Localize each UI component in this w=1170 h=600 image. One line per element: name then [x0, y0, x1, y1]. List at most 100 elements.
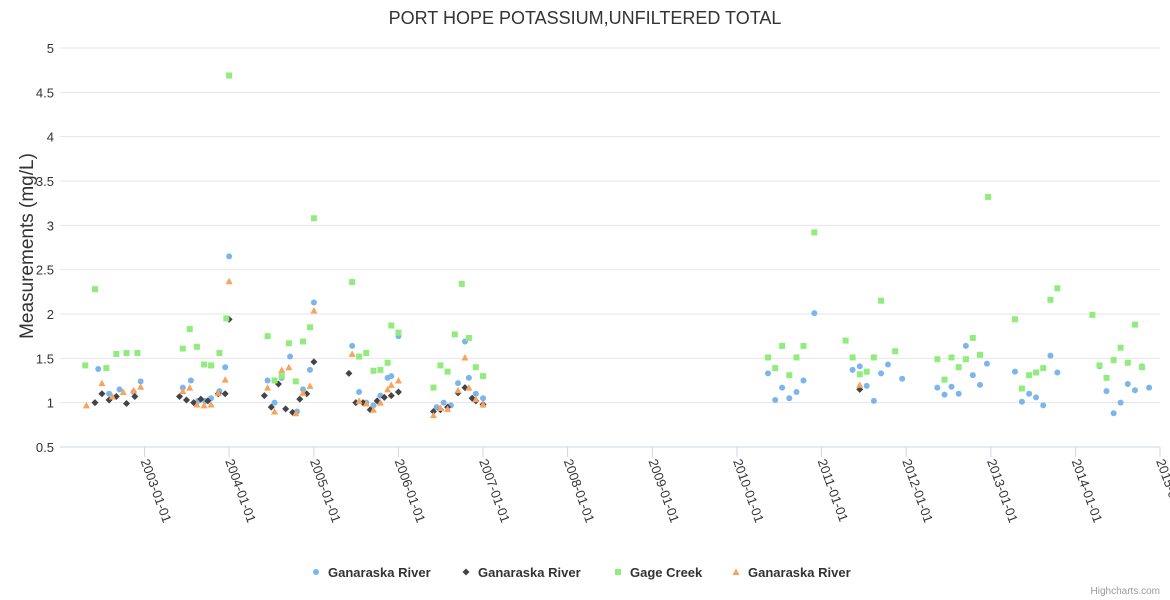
data-point[interactable] — [363, 350, 370, 357]
data-point[interactable] — [1033, 369, 1040, 376]
data-point[interactable] — [465, 384, 473, 391]
data-point[interactable] — [429, 411, 437, 419]
data-point[interactable] — [892, 348, 899, 355]
data-point[interactable] — [878, 297, 885, 304]
data-point[interactable] — [216, 350, 223, 357]
data-point[interactable] — [969, 372, 976, 379]
data-point[interactable] — [384, 359, 391, 366]
data-point[interactable] — [429, 408, 437, 416]
data-point[interactable] — [962, 342, 969, 349]
data-point[interactable] — [179, 387, 187, 395]
data-point[interactable] — [786, 372, 793, 379]
data-point[interactable] — [355, 397, 363, 404]
data-point[interactable] — [264, 384, 272, 391]
data-point[interactable] — [264, 333, 271, 340]
data-point[interactable] — [772, 397, 779, 404]
data-point[interactable] — [91, 286, 98, 293]
data-point[interactable] — [356, 389, 363, 396]
data-point[interactable] — [271, 408, 279, 415]
data-point[interactable] — [225, 277, 233, 285]
data-point[interactable] — [204, 397, 212, 405]
data-point[interactable] — [1047, 352, 1054, 359]
data-point[interactable] — [370, 402, 377, 409]
data-point[interactable] — [941, 391, 948, 398]
data-point[interactable] — [955, 364, 962, 371]
data-point[interactable] — [480, 395, 487, 402]
data-point[interactable] — [285, 340, 292, 347]
legend-symbol[interactable] — [732, 568, 740, 576]
data-point[interactable] — [786, 395, 793, 402]
data-point[interactable] — [976, 351, 983, 358]
data-point[interactable] — [103, 365, 110, 372]
data-point[interactable] — [811, 229, 818, 236]
data-point[interactable] — [856, 371, 863, 378]
data-point[interactable] — [182, 396, 190, 404]
data-point[interactable] — [226, 253, 233, 260]
data-point[interactable] — [1026, 372, 1033, 379]
data-point[interactable] — [299, 389, 307, 396]
data-point[interactable] — [444, 405, 452, 412]
data-point[interactable] — [1131, 387, 1138, 394]
data-point[interactable] — [1131, 321, 1138, 328]
data-point[interactable] — [1110, 410, 1117, 417]
data-point[interactable] — [221, 376, 229, 383]
data-point[interactable] — [388, 373, 395, 380]
data-point[interactable] — [137, 383, 145, 390]
data-point[interactable] — [98, 379, 106, 387]
legend-item-1[interactable]: Ganaraska River — [313, 565, 431, 580]
data-point[interactable] — [310, 358, 318, 366]
data-point[interactable] — [123, 350, 130, 357]
legend-symbol[interactable] — [615, 569, 621, 575]
data-point[interactable] — [948, 383, 955, 390]
data-point[interactable] — [310, 299, 317, 306]
legend-item-2[interactable]: Ganaraska River — [462, 565, 581, 580]
data-point[interactable] — [377, 366, 384, 373]
data-point[interactable] — [122, 400, 130, 408]
data-point[interactable] — [395, 329, 402, 336]
data-point[interactable] — [306, 324, 313, 331]
data-point[interactable] — [1047, 296, 1054, 303]
data-point[interactable] — [1103, 388, 1110, 395]
legend-label[interactable]: Ganaraska River — [478, 565, 581, 580]
data-point[interactable] — [430, 384, 437, 391]
legend-label[interactable]: Ganaraska River — [748, 565, 851, 580]
data-point[interactable] — [870, 397, 877, 404]
data-point[interactable] — [91, 399, 99, 407]
data-point[interactable] — [207, 400, 215, 408]
data-point[interactable] — [955, 390, 962, 397]
data-point[interactable] — [108, 392, 116, 400]
data-point[interactable] — [300, 338, 307, 345]
data-point[interactable] — [119, 388, 127, 396]
data-point[interactable] — [116, 386, 123, 393]
data-point[interactable] — [885, 361, 892, 368]
data-point[interactable] — [292, 378, 299, 385]
data-point[interactable] — [278, 373, 285, 380]
legend-label[interactable]: Ganaraska River — [328, 565, 431, 580]
data-point[interactable] — [863, 368, 870, 375]
data-point[interactable] — [260, 392, 268, 400]
data-point[interactable] — [394, 377, 402, 384]
data-point[interactable] — [113, 350, 120, 357]
data-point[interactable] — [306, 382, 314, 389]
data-point[interactable] — [134, 350, 141, 357]
data-point[interactable] — [878, 370, 885, 377]
legend-symbol[interactable] — [313, 569, 319, 575]
data-point[interactable] — [201, 361, 208, 368]
data-point[interactable] — [186, 384, 194, 391]
data-point[interactable] — [1018, 398, 1025, 405]
data-point[interactable] — [348, 350, 356, 357]
data-point[interactable] — [1146, 384, 1153, 391]
data-point[interactable] — [455, 380, 462, 387]
data-point[interactable] — [362, 400, 370, 407]
data-point[interactable] — [465, 374, 472, 381]
data-point[interactable] — [948, 354, 955, 361]
data-point[interactable] — [394, 388, 402, 396]
data-point[interactable] — [349, 279, 356, 286]
data-point[interactable] — [179, 345, 186, 352]
legend-label[interactable]: Gage Creek — [630, 565, 703, 580]
data-point[interactable] — [137, 378, 144, 385]
legend-symbol[interactable] — [462, 568, 470, 576]
data-point[interactable] — [1018, 385, 1025, 392]
data-point[interactable] — [793, 354, 800, 361]
data-point[interactable] — [186, 326, 193, 333]
